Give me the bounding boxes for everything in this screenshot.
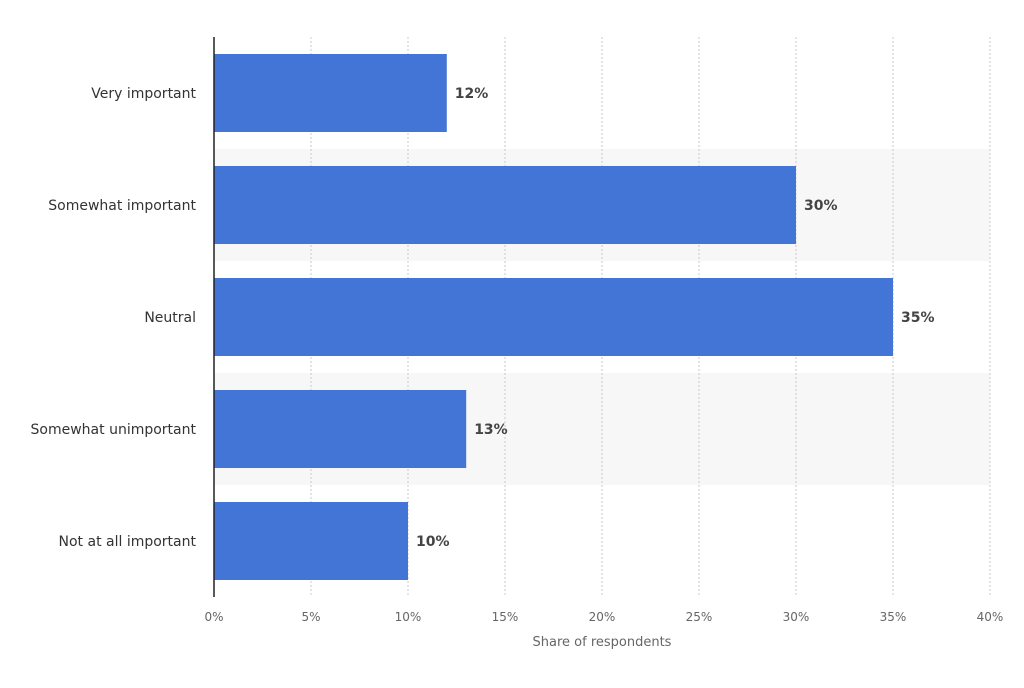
category-label: Very important	[91, 86, 196, 102]
bar[interactable]	[214, 390, 467, 468]
bar[interactable]	[214, 166, 796, 244]
category-label: Somewhat unimportant	[31, 422, 197, 438]
bar[interactable]	[214, 54, 447, 132]
labels: 0% 5% 10% 15% 20% 25% 30% 35% 40% Very important 1…	[31, 86, 1004, 624]
category-label: Somewhat important	[48, 198, 196, 214]
x-tick-label: 0%	[204, 610, 223, 624]
x-tick-label: 25%	[686, 610, 713, 624]
x-tick-label: 5%	[301, 610, 320, 624]
bars	[214, 54, 893, 580]
x-axis-title: Share of respondents	[533, 635, 672, 650]
x-tick-label: 15%	[492, 610, 519, 624]
x-tick-label: 30%	[783, 610, 810, 624]
x-tick-label: 40%	[977, 610, 1004, 624]
value-label: 13%	[474, 422, 508, 438]
value-label: 35%	[901, 310, 935, 326]
value-label: 30%	[804, 198, 838, 214]
x-tick-label: 20%	[589, 610, 616, 624]
category-label: Not at all important	[59, 534, 197, 550]
x-tick-label: 10%	[395, 610, 422, 624]
category-label: Neutral	[144, 310, 196, 326]
bar[interactable]	[214, 278, 893, 356]
value-label: 10%	[416, 534, 450, 550]
x-tick-label: 35%	[880, 610, 907, 624]
value-label: 12%	[455, 86, 489, 102]
bar[interactable]	[214, 502, 408, 580]
